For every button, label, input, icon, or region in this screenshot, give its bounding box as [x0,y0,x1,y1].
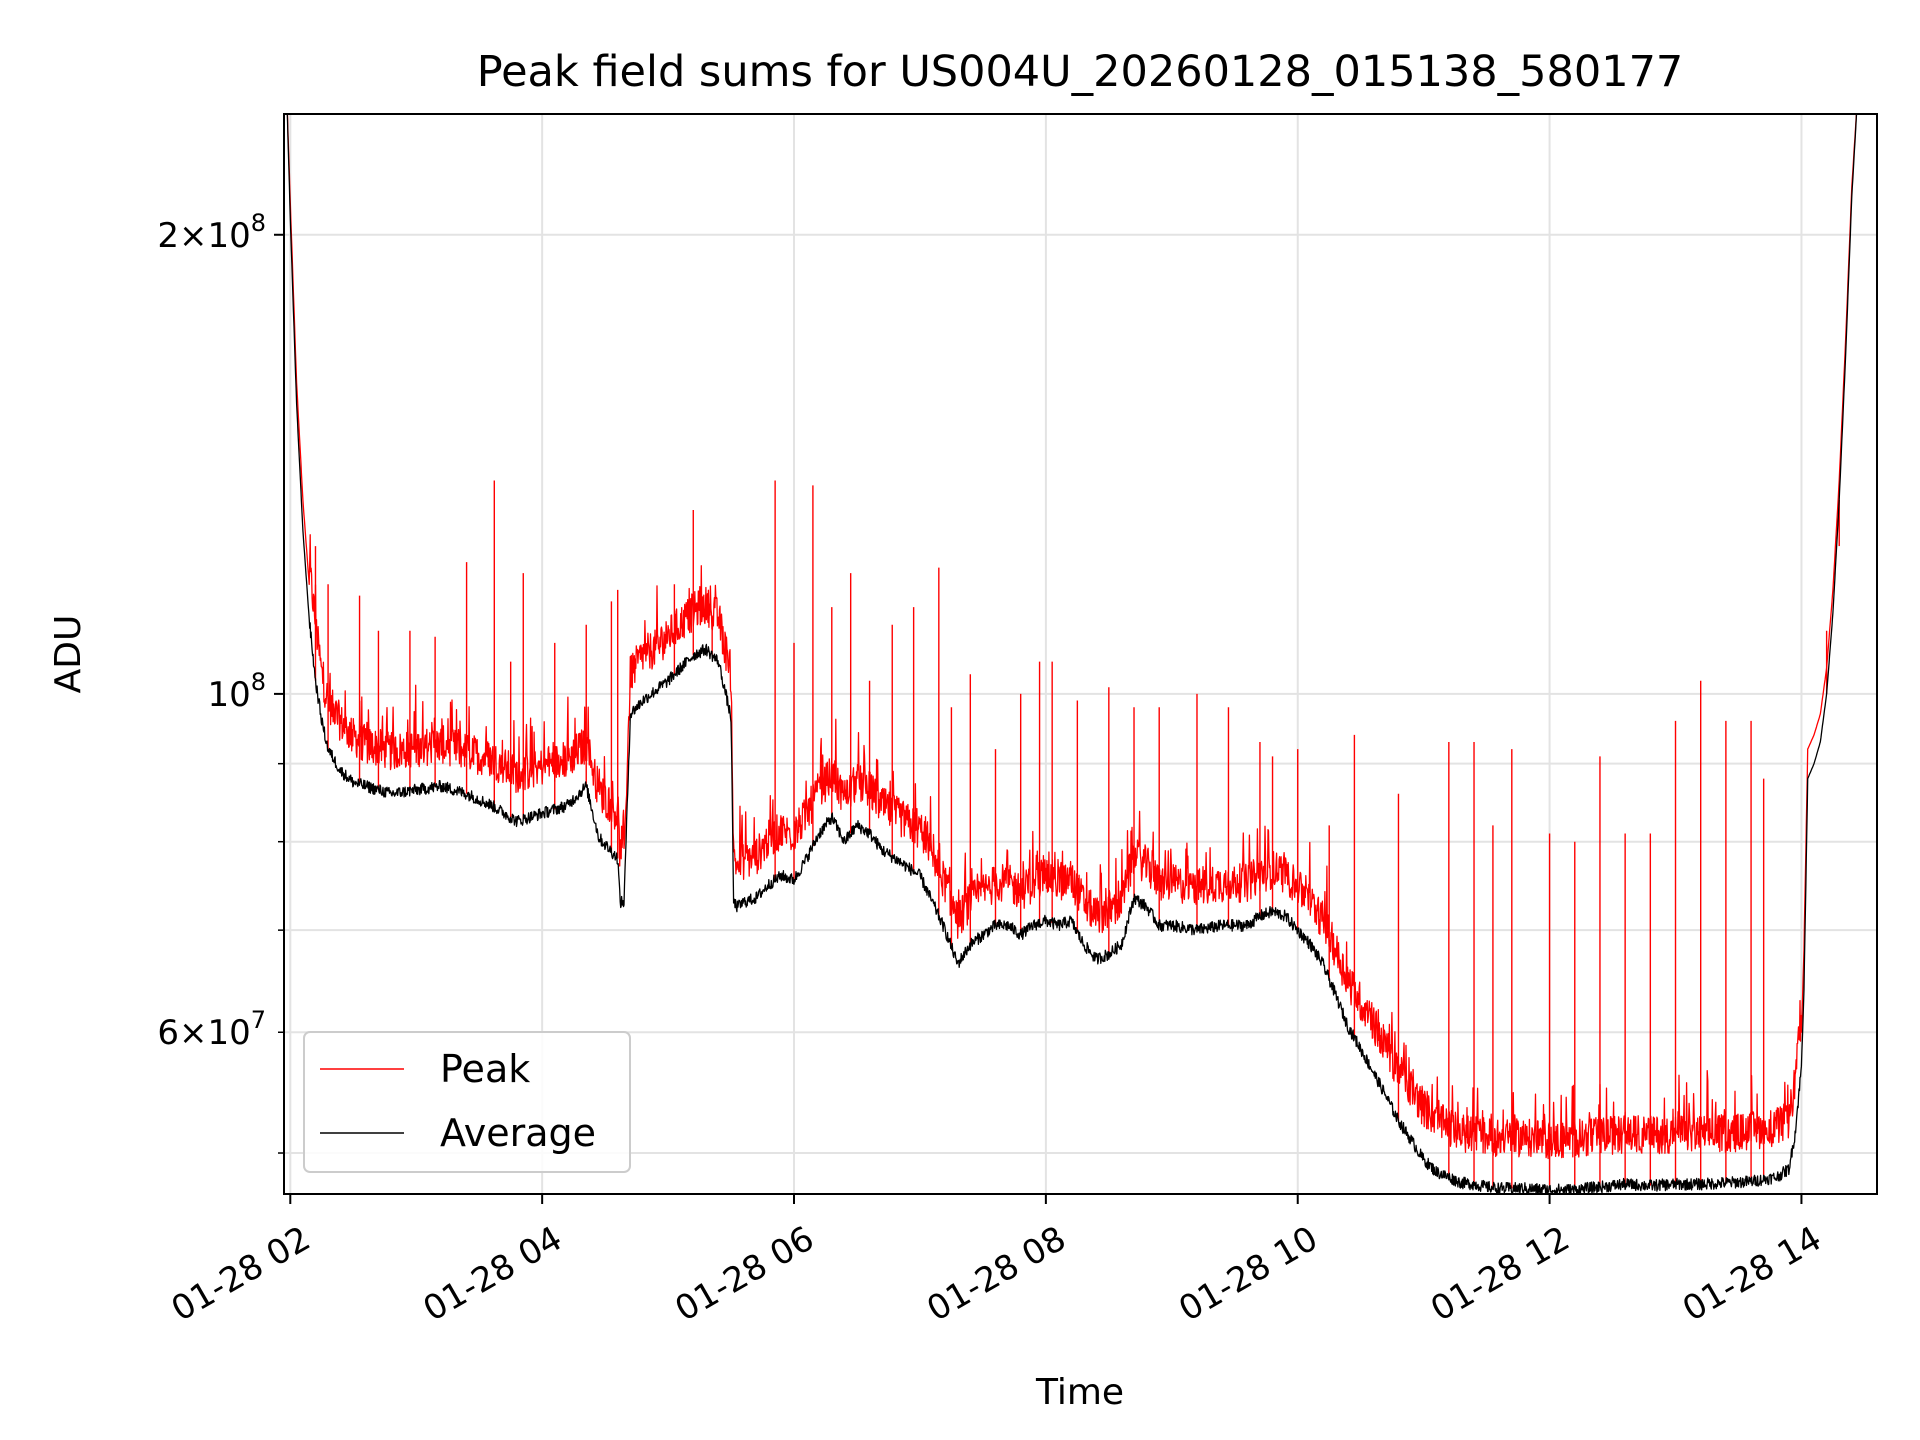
axes-frame [283,113,1878,1195]
y-tick-label-minor-0: 6×107 [157,1006,266,1053]
legend-box [303,1031,631,1173]
x-axis-label: Time [1035,1372,1124,1413]
legend: Peak Average [303,1031,631,1173]
y-axis-label: ADU [48,615,89,694]
chart-title: Peak field sums for US004U_20260128_0151… [477,47,1684,97]
y-axis-ticks: 108 2×108 6×107 [157,209,284,1154]
y-tick-label-major-1: 2×108 [157,209,266,256]
legend-label-peak: Peak [440,1047,530,1091]
legend-label-average: Average [440,1111,596,1155]
plot-area [286,114,1858,1194]
y-tick-label-major-0: 108 [207,668,266,715]
series-line-peak [286,114,1858,1160]
series-line-average [286,114,1858,1194]
